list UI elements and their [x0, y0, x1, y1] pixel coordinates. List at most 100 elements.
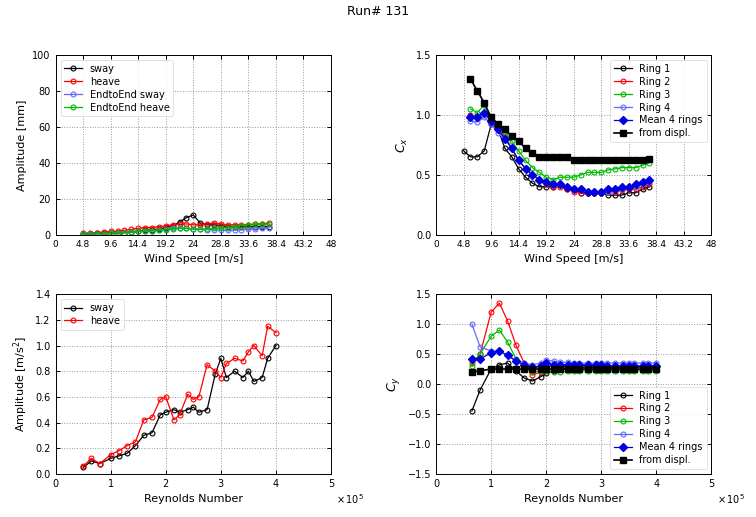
from displ.	[466, 76, 475, 82]
sway	[230, 223, 239, 230]
EndtoEnd heave	[154, 227, 163, 233]
Ring 4	[631, 184, 640, 190]
EndtoEnd sway	[196, 226, 205, 233]
Line: sway: sway	[81, 212, 271, 236]
Ring 1	[487, 366, 496, 372]
Ring 3	[556, 174, 565, 180]
Ring 3	[534, 169, 544, 175]
Line: Ring 1: Ring 1	[469, 361, 658, 414]
Ring 3	[583, 368, 592, 374]
Ring 3	[576, 172, 585, 178]
Mean 4 rings	[541, 179, 550, 185]
Ring 4	[528, 362, 537, 368]
heave	[99, 229, 108, 235]
Ring 2	[541, 181, 550, 188]
from displ.	[487, 114, 496, 120]
from displ.	[603, 366, 612, 372]
Ring 3	[624, 368, 634, 374]
heave	[216, 374, 225, 381]
EndtoEnd sway	[258, 225, 267, 232]
Ring 3	[549, 176, 558, 183]
Ring 2	[583, 190, 592, 196]
Ring 4	[511, 357, 520, 363]
Mean 4 rings	[550, 362, 559, 368]
EndtoEnd sway	[154, 227, 163, 233]
Mean 4 rings	[652, 363, 661, 369]
Ring 3	[596, 169, 606, 175]
Line: Ring 2: Ring 2	[469, 301, 658, 377]
Ring 1	[611, 192, 620, 199]
from displ.	[596, 366, 606, 372]
Mean 4 rings	[583, 362, 592, 368]
EndtoEnd sway	[127, 229, 136, 235]
from displ.	[503, 366, 513, 372]
from displ.	[541, 366, 550, 372]
Ring 3	[550, 369, 559, 375]
sway	[122, 450, 132, 457]
heave	[244, 222, 253, 228]
Ring 1	[583, 364, 592, 370]
Line: Ring 1: Ring 1	[461, 122, 652, 197]
Ring 4	[467, 321, 476, 327]
EndtoEnd heave	[251, 221, 260, 227]
Ring 3	[556, 369, 565, 375]
EndtoEnd sway	[175, 225, 184, 231]
EndtoEnd heave	[147, 227, 156, 234]
Mean 4 rings	[495, 348, 504, 354]
Ring 3	[472, 110, 482, 116]
EndtoEnd sway	[237, 226, 246, 233]
sway	[203, 222, 212, 228]
from displ.	[541, 154, 550, 160]
Ring 4	[519, 360, 528, 366]
Ring 3	[503, 339, 513, 345]
heave	[85, 230, 94, 236]
Ring 2	[638, 184, 647, 190]
EndtoEnd sway	[120, 230, 129, 236]
EndtoEnd heave	[161, 226, 170, 233]
heave	[122, 443, 132, 449]
sway	[258, 374, 267, 381]
Ring 2	[618, 187, 627, 193]
Ring 1	[591, 364, 600, 370]
heave	[175, 221, 184, 227]
Ring 1	[541, 184, 550, 190]
from displ.	[519, 366, 528, 372]
sway	[196, 220, 205, 226]
heave	[92, 230, 101, 236]
Ring 3	[562, 174, 572, 180]
Ring 4	[536, 360, 545, 366]
Ring 2	[487, 118, 496, 124]
EndtoEnd sway	[203, 226, 212, 233]
sway	[79, 464, 88, 470]
heave	[161, 223, 170, 229]
from displ.	[643, 366, 652, 372]
Ring 4	[541, 357, 550, 363]
Ring 3	[631, 164, 640, 171]
Mean 4 rings	[603, 363, 612, 369]
heave	[134, 225, 143, 232]
Mean 4 rings	[487, 118, 496, 124]
Ring 2	[467, 360, 476, 366]
Ring 2	[603, 364, 612, 370]
Mean 4 rings	[611, 363, 620, 369]
from displ.	[603, 157, 612, 163]
Ring 2	[541, 364, 550, 370]
Ring 3	[500, 129, 510, 135]
EndtoEnd heave	[113, 230, 122, 236]
sway	[183, 406, 192, 413]
Ring 2	[652, 363, 661, 369]
Ring 4	[638, 181, 647, 188]
Ring 4	[624, 360, 634, 366]
heave	[182, 221, 191, 227]
EndtoEnd heave	[120, 230, 129, 236]
heave	[168, 222, 177, 228]
Mean 4 rings	[630, 363, 639, 369]
Legend: sway, heave: sway, heave	[60, 299, 123, 330]
Ring 1	[564, 366, 573, 372]
Ring 3	[591, 368, 600, 374]
Mean 4 rings	[643, 363, 652, 369]
Ring 4	[487, 121, 496, 128]
Ring 1	[596, 190, 606, 196]
heave	[258, 221, 267, 227]
Ring 4	[569, 186, 578, 192]
